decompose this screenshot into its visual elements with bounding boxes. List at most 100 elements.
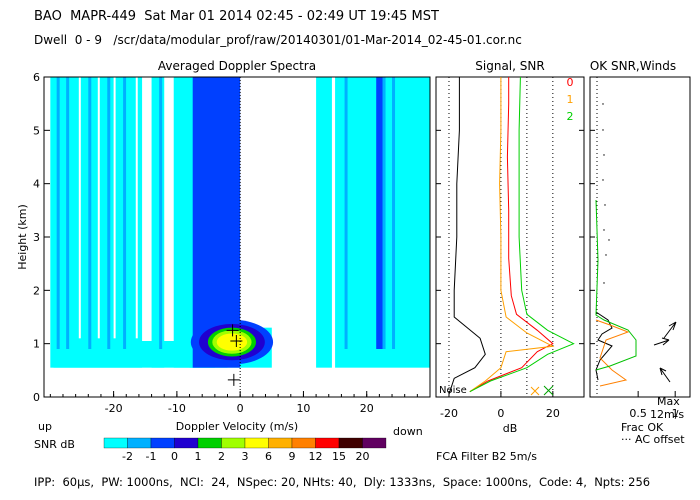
header-dwell-path: Dwell 0 - 9 /scr/data/modular_prof/raw/2… bbox=[34, 33, 522, 47]
spectra-gap bbox=[135, 77, 138, 339]
winds-axes: 0.5 1 bbox=[590, 76, 679, 420]
colorbar-swatch bbox=[197, 437, 222, 449]
spectra-stripe bbox=[382, 77, 386, 349]
header-title: BAO MAPR-449 Sat Mar 01 2014 02:45 - 02:… bbox=[34, 9, 439, 24]
colorbar-tick-label: 20 bbox=[356, 450, 370, 463]
winds-frame bbox=[589, 76, 691, 398]
spectra-ylabel: Height (km) bbox=[16, 204, 29, 270]
spectra-x-tick-label: 0 bbox=[237, 402, 244, 415]
spectra-clutter-stripe bbox=[376, 77, 383, 349]
spectra-noise-band bbox=[316, 77, 332, 368]
colorbar-tick-label: 12 bbox=[309, 450, 323, 463]
signal-panel: Signal, SNR -20 0 20 dB Noise 0 1 2 bbox=[435, 59, 585, 435]
colorbar-tick-label: -1 bbox=[146, 450, 157, 463]
spectra-stripe bbox=[66, 77, 70, 349]
spectra-gap bbox=[113, 77, 116, 339]
colorbar-swatch bbox=[174, 437, 199, 449]
colorbar-swatch bbox=[268, 437, 293, 449]
signal-x-tick-label: 0 bbox=[497, 407, 504, 420]
colorbar-tick-label: -2 bbox=[122, 450, 133, 463]
spectra-noise-band bbox=[151, 77, 165, 368]
signal-title: Signal, SNR bbox=[475, 59, 544, 73]
signal-x-tick-label: -20 bbox=[440, 407, 458, 420]
spectra-y-tick-label: 2 bbox=[33, 284, 40, 297]
signal-series-line bbox=[469, 77, 554, 393]
spectra-stripe bbox=[344, 77, 348, 349]
spectra-echo-contour bbox=[216, 333, 248, 351]
spectra-clutter-column bbox=[192, 77, 241, 368]
colorbar-tick-label: 0 bbox=[171, 450, 178, 463]
colorbar: SNR dB -2 -1 0 1 2 3 6 9 12 15 20 bbox=[34, 437, 387, 463]
spectra-up-label: up bbox=[38, 420, 52, 433]
colorbar-tick-label: 9 bbox=[289, 450, 296, 463]
spectra-x-tick-label: 10 bbox=[296, 402, 310, 415]
spectra-stripe bbox=[56, 77, 60, 349]
wind-scale-max: Max bbox=[657, 395, 680, 408]
colorbar-swatches: -2 -1 0 1 2 3 6 9 12 15 20 bbox=[103, 437, 387, 463]
signal-legend: 0 1 2 bbox=[567, 76, 574, 123]
colorbar-swatch bbox=[362, 437, 387, 449]
colorbar-swatch bbox=[150, 437, 175, 449]
spectra-x-tick-label: 20 bbox=[360, 402, 374, 415]
spectra-down-label: down bbox=[393, 425, 423, 438]
noise-x-markers bbox=[530, 385, 554, 396]
signal-series-line bbox=[469, 76, 575, 393]
signal-series-line bbox=[448, 77, 486, 395]
colorbar-swatch bbox=[338, 437, 363, 449]
spectra-y-tick-label: 5 bbox=[33, 124, 40, 137]
winds-x-tick-label: 1 bbox=[672, 407, 679, 420]
wind-barbs bbox=[653, 321, 677, 383]
spectra-y-tick-label: 1 bbox=[33, 338, 40, 351]
spectra-stripe bbox=[392, 77, 396, 349]
signal-legend-entry: 2 bbox=[567, 110, 574, 123]
signal-x-tick-label: 20 bbox=[546, 407, 560, 420]
colorbar-tick-label: 6 bbox=[265, 450, 272, 463]
signal-series-line bbox=[469, 77, 555, 393]
spectra-gap bbox=[78, 77, 81, 339]
signal-frame bbox=[435, 76, 585, 398]
spectra-heatmap bbox=[50, 77, 430, 397]
spectra-stripe bbox=[88, 77, 92, 349]
spectra-stripe bbox=[159, 77, 163, 349]
colorbar-swatch bbox=[244, 437, 269, 449]
spectra-x-tick-label: -20 bbox=[105, 402, 123, 415]
spectra-y-tick-label: 3 bbox=[33, 231, 40, 244]
colorbar-swatch bbox=[127, 437, 152, 449]
peak-velocity-mark bbox=[226, 324, 239, 337]
spectra-y-tick-label: 4 bbox=[33, 178, 40, 191]
signal-lines bbox=[448, 76, 575, 397]
signal-legend-entry: 0 bbox=[567, 76, 574, 89]
colorbar-tick-label: 3 bbox=[242, 450, 249, 463]
wind-scale-speed: 12m/s bbox=[650, 408, 684, 421]
spectra-axes: -20 -10 0 10 20 0 1 2 3 4 5 6 bbox=[33, 71, 431, 415]
colorbar-swatch bbox=[221, 437, 246, 449]
peak-velocity-mark bbox=[230, 335, 243, 347]
colorbar-tick-label: 15 bbox=[332, 450, 346, 463]
spectra-stripe bbox=[107, 77, 111, 349]
colorbar-swatch bbox=[291, 437, 316, 449]
spectra-x-tick-label: -10 bbox=[168, 402, 186, 415]
colorbar-label: SNR dB bbox=[34, 438, 75, 451]
signal-axes: -20 0 20 bbox=[436, 76, 584, 420]
peak-velocity-mark bbox=[227, 373, 240, 386]
spectra-stripe bbox=[123, 77, 127, 349]
colorbar-tick-label: 1 bbox=[195, 450, 202, 463]
signal-xlabel: dB bbox=[503, 422, 518, 435]
spectra-low-band bbox=[53, 341, 215, 368]
spectra-title: Averaged Doppler Spectra bbox=[158, 59, 316, 73]
winds-ac-offset: ··· AC offset bbox=[621, 433, 685, 446]
spectra-y-tick-label: 0 bbox=[33, 391, 40, 404]
colorbar-swatch bbox=[103, 437, 128, 449]
winds-x-tick-label: 0.5 bbox=[629, 407, 647, 420]
colorbar-swatch bbox=[315, 437, 340, 449]
spectra-gap bbox=[97, 77, 100, 339]
noise-label: Noise bbox=[439, 385, 467, 396]
filter-info: FCA Filter B2 5m/s bbox=[436, 450, 537, 463]
winds-panel: OK SNR,Winds 0.5 1 Frac OK ··· AC offset … bbox=[589, 59, 691, 446]
spectra-noise-band bbox=[50, 77, 143, 368]
footer-params: IPP: 60µs, PW: 1000ns, NCI: 24, NSpec: 2… bbox=[34, 475, 651, 489]
frac-ok-lines bbox=[595, 77, 637, 397]
spectra-y-tick-label: 6 bbox=[33, 71, 40, 84]
spectra-xlabel: Doppler Velocity (m/s) bbox=[176, 420, 298, 433]
